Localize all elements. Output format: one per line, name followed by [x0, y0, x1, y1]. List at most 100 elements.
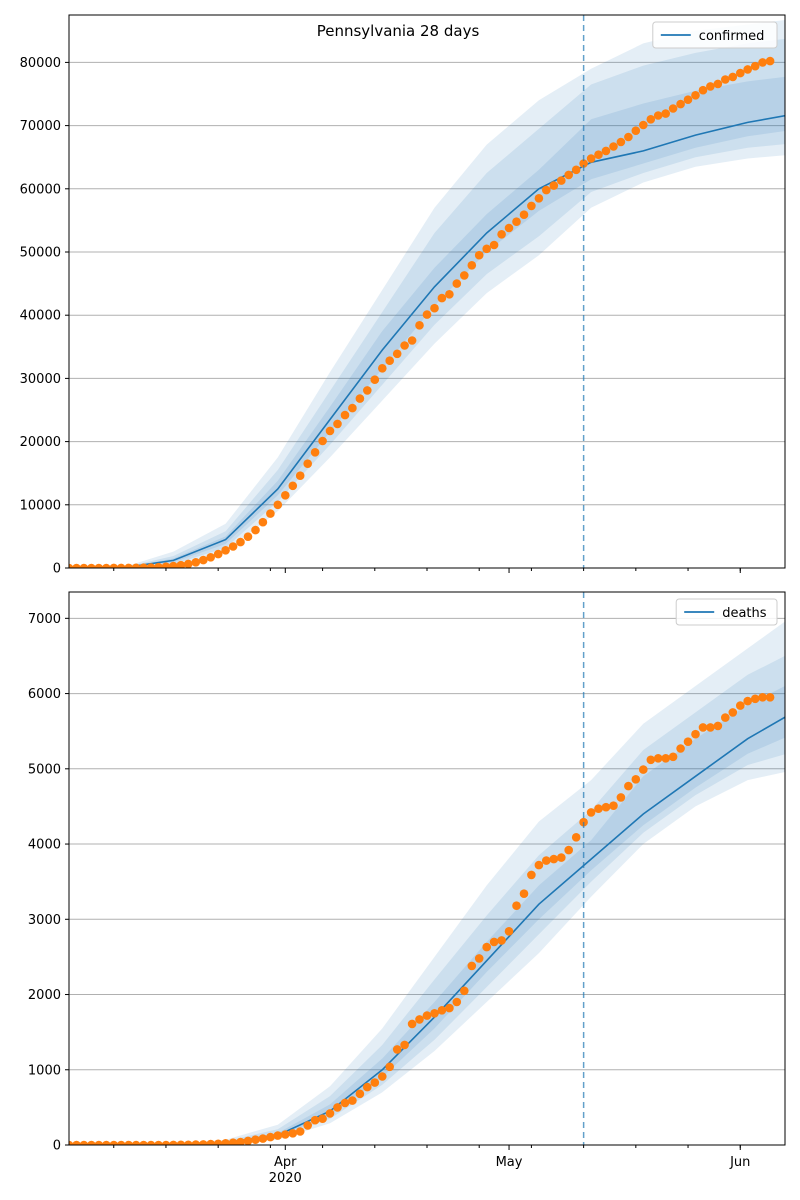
observed-point — [281, 1130, 290, 1139]
observed-point — [72, 1140, 81, 1145]
observed-point — [579, 159, 588, 168]
observed-point — [571, 165, 581, 175]
model-line-confirmed — [69, 114, 785, 568]
observed-point — [176, 1140, 186, 1145]
observed-point — [467, 961, 477, 971]
x-tick-label: Apr — [274, 1155, 297, 1170]
observed-point — [363, 1082, 372, 1092]
observed-point — [295, 1127, 305, 1136]
observed-point — [668, 752, 678, 762]
y-tick-label: 50000 — [20, 246, 61, 261]
observed-point — [124, 1140, 133, 1145]
plot-area — [69, 19, 785, 568]
observed-point — [102, 563, 111, 568]
observed-point — [199, 1140, 208, 1145]
observed-point — [422, 1011, 432, 1020]
y-tick-label: 1000 — [28, 1063, 61, 1078]
y-tick-label: 7000 — [28, 612, 61, 627]
observed-point — [184, 559, 193, 568]
observed-point — [94, 1140, 104, 1145]
observed-point — [504, 223, 514, 233]
y-tick-label: 60000 — [20, 182, 61, 197]
observed-point — [109, 1140, 119, 1145]
observed-point — [504, 927, 514, 936]
observed-point — [691, 91, 700, 100]
chart-title: Pennsylvania 28 days — [317, 22, 480, 40]
observed-point — [191, 1140, 201, 1145]
observed-point — [646, 755, 656, 765]
observed-point — [519, 210, 529, 219]
observed-point — [624, 781, 633, 791]
legend-box — [675, 598, 778, 626]
observed-point — [460, 986, 469, 996]
confirmed-chart-panel: 0 10000 20000 30000 40000 50000 60000 70000 8000… — [20, 14, 786, 577]
y-tick-label: 6000 — [28, 687, 61, 702]
observed-point — [243, 1136, 253, 1145]
observed-point — [594, 804, 603, 813]
observed-point — [743, 696, 752, 706]
observed-point — [363, 386, 372, 395]
observed-point — [519, 889, 529, 898]
observed-point — [713, 79, 723, 89]
observed-point — [109, 563, 119, 568]
observed-point — [169, 1140, 178, 1145]
observed-point — [474, 250, 484, 260]
observed-point — [668, 104, 678, 113]
observed-point — [146, 563, 156, 568]
observed-point — [676, 99, 685, 109]
observed-point — [743, 65, 752, 74]
observed-point — [333, 419, 342, 429]
observed-point — [661, 109, 670, 118]
observed-point — [445, 1003, 454, 1013]
x-tick-label: May — [496, 1155, 523, 1170]
legend-label: confirmed — [699, 29, 765, 44]
observed-point — [355, 1089, 365, 1099]
observed-point — [422, 310, 432, 319]
observed-point — [228, 542, 238, 551]
x-tick-sublabel: 2020 — [269, 1171, 302, 1186]
y-tick-label: 3000 — [28, 913, 61, 928]
observed-point — [79, 563, 89, 568]
observed-point — [213, 1139, 223, 1145]
observed-point — [557, 853, 566, 862]
y-tick-label: 4000 — [28, 838, 61, 853]
observed-point — [698, 85, 708, 95]
observed-point — [139, 1140, 148, 1145]
observed-point — [392, 1045, 402, 1054]
observed-point — [549, 181, 559, 190]
observed-point — [131, 1140, 141, 1145]
observed-point — [199, 555, 208, 565]
y-tick-label: 70000 — [20, 119, 61, 134]
y-tick-label: 30000 — [20, 372, 61, 387]
observed-point — [557, 176, 566, 185]
observed-point — [378, 364, 387, 373]
observed-point — [154, 1140, 163, 1145]
y-tick-label: 2000 — [28, 988, 61, 1003]
uncertainty-band-inner — [69, 76, 785, 568]
legend: confirmed — [652, 21, 778, 49]
observed-point — [586, 154, 596, 163]
legend: deaths — [675, 598, 778, 626]
observed-point — [228, 1138, 238, 1145]
observed-point — [385, 1062, 395, 1072]
observed-point — [564, 170, 573, 180]
observed-point — [415, 1015, 424, 1024]
observed-point — [542, 856, 551, 865]
observed-point — [236, 537, 245, 547]
observed-point — [333, 1103, 342, 1112]
observed-point — [542, 185, 551, 195]
observed-point — [221, 1139, 230, 1145]
observed-point — [236, 1137, 245, 1145]
observed-point — [251, 525, 260, 535]
observed-point — [750, 694, 760, 704]
y-tick-label: 5000 — [28, 762, 61, 777]
uncertainty-band-inner — [69, 686, 785, 1145]
observed-point — [765, 56, 775, 66]
observed-point — [370, 375, 380, 385]
observed-point — [266, 1132, 275, 1142]
observed-point — [318, 1114, 327, 1123]
observed-point — [102, 1140, 111, 1145]
observed-point — [467, 261, 477, 270]
observed-point — [728, 708, 738, 717]
observed-point — [452, 997, 462, 1007]
